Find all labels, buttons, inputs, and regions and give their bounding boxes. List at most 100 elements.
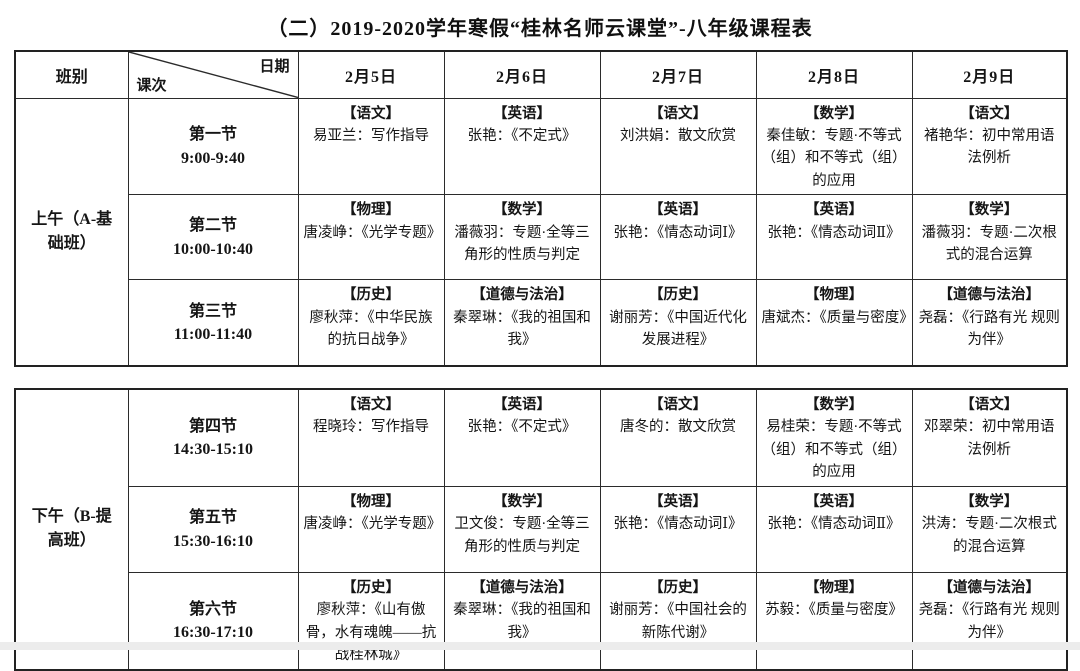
course-subject: 【英语】 [649,202,707,219]
date-header: 2月9日 [911,50,1068,99]
course-subject: 【物理】 [342,202,400,219]
period-time: 15:30-16:10 [173,532,253,550]
course-detail: 张艳：《情态动词Ⅰ》 [613,224,743,241]
course-detail: 程晓玲：写作指导 [313,419,429,436]
course-detail: 唐斌杰：《质量与密度》 [761,309,912,326]
table-row: 下午（B-提高班） 第四节 14:30-15:10 【语文】 程晓玲：写作指导 … [14,388,1068,671]
period-time: 10:00-10:40 [173,240,253,258]
table-row: 第二节 10:00-10:40 【物理】 唐凌峥：《光学专题》 【数学】 潘薇羽… [15,194,1068,281]
period-cell: 第五节 15:30-16:10 [127,485,299,573]
course-cell: 【语文】 褚艳华：初中常用语法例析 [911,97,1068,196]
course-cell: 【英语】 张艳：《情态动词Ⅱ》 [755,485,913,573]
class-column-header: 班别 [14,50,129,99]
date-header: 2月5日 [297,50,445,99]
course-detail: 洪涛：专题·二次根式的混合运算 [921,516,1057,555]
period-name: 第五节 [188,509,237,527]
period-time: 14:30-15:10 [173,441,253,459]
course-subject: 【历史】 [342,287,400,304]
period-cell: 第一节 9:00-9:40 [127,97,299,196]
course-detail: 张艳：《不定式》 [467,419,577,436]
course-subject: 【数学】 [493,493,551,510]
period-name: 第三节 [188,302,237,320]
table-row: 第六节 16:30-17:10 【历史】 廖秋萍：《山有傲骨，水有魂魄——抗战桂… [15,571,1068,671]
page-title: （二）2019-2020学年寒假“桂林名师云课堂”-八年级课程表 [267,18,813,40]
course-subject: 【数学】 [960,202,1019,219]
course-subject: 【道德与法治】 [938,287,1041,304]
table-row: 上午（A-基础班） 第一节 9:00-9:40 【语文】 易亚兰：写作指导 【英… [14,97,1068,367]
date-header: 2月6日 [443,50,601,99]
course-subject: 【英语】 [649,493,707,510]
header-row: 班别 日期 课次 2月5日 2月6日 2月7日 2月8日 2月9日 [14,50,1068,99]
course-detail: 尧磊：《行路有光 规则为伴》 [918,309,1060,349]
course-subject: 【语文】 [960,105,1019,122]
course-subject: 【历史】 [649,579,707,596]
diagonal-line [129,52,298,98]
course-cell: 【物理】 唐凌峥：《光学专题》 [297,194,445,281]
course-subject: 【语文】 [342,396,400,413]
course-cell: 【历史】 谢丽芳：《中国社会的新陈代谢》 [599,571,757,671]
course-subject: 【数学】 [805,396,863,413]
course-subject: 【语文】 [649,105,707,122]
period-cell: 第二节 10:00-10:40 [127,194,299,281]
course-cell: 【数学】 秦佳敏：专题·不等式（组）和不等式（组）的应用 [755,97,913,196]
course-subject: 【历史】 [342,579,400,596]
course-subject: 【英语】 [493,396,551,413]
table-row: 第五节 15:30-16:10 【物理】 唐凌峥：《光学专题》 【数学】 卫文俊… [15,485,1068,573]
course-detail: 褚艳华：初中常用语法例析 [924,127,1055,167]
course-subject: 【道德与法治】 [471,579,573,596]
course-detail: 秦翠琳：《我的祖国和我》 [453,602,591,641]
course-detail: 卫文俊：专题·全等三角形的性质与判定 [454,516,590,555]
course-cell: 【语文】 唐冬的：散文欣赏 [599,388,757,487]
course-cell: 【英语】 张艳：《情态动词Ⅰ》 [599,194,757,281]
course-subject: 【数学】 [960,493,1019,510]
course-cell: 【历史】 廖秋萍：《山有傲骨，水有魂魄——抗战桂林城》 [297,571,445,671]
course-cell: 【语文】 程晓玲：写作指导 [297,388,445,487]
course-cell: 【数学】 潘薇羽：专题·全等三角形的性质与判定 [443,194,601,281]
course-cell: 【语文】 易亚兰：写作指导 [297,97,445,196]
course-cell: 【语文】 刘洪娟：散文欣赏 [599,97,757,196]
course-detail: 秦翠琳：《我的祖国和我》 [453,309,591,349]
period-time: 9:00-9:40 [181,150,245,168]
bottom-margin-strip [0,642,1080,650]
course-cell: 【历史】 廖秋萍：《中华民族的抗日战争》 [297,279,445,367]
diagonal-header-cell: 日期 课次 [127,50,299,99]
course-subject: 【数学】 [805,105,863,122]
course-cell: 【英语】 张艳：《情态动词Ⅱ》 [755,194,913,281]
course-detail: 刘洪娟：散文欣赏 [620,127,736,144]
course-subject: 【英语】 [493,105,551,122]
course-detail: 唐冬的：散文欣赏 [620,419,736,436]
course-detail: 张艳：《不定式》 [467,127,577,144]
course-detail: 张艳：《情态动词Ⅱ》 [767,224,901,241]
course-cell: 【道德与法治】 尧磊：《行路有光 规则为伴》 [911,279,1068,367]
course-detail: 秦佳敏：专题·不等式（组）和不等式（组）的应用 [761,127,907,189]
course-subject: 【历史】 [649,287,707,304]
period-axis-label: 课次 [136,77,167,94]
course-subject: 【语文】 [342,105,400,122]
period-time: 11:00-11:40 [173,326,253,344]
course-cell: 【数学】 易桂荣：专题·不等式（组）和不等式（组）的应用 [755,388,913,487]
course-subject: 【数学】 [493,202,551,219]
course-subject: 【英语】 [805,202,863,219]
course-subject: 【物理】 [805,287,863,304]
course-subject: 【物理】 [805,579,863,596]
course-detail: 易亚兰：写作指导 [313,127,429,144]
period-cell: 第三节 11:00-11:40 [127,279,299,367]
course-subject: 【语文】 [960,396,1019,413]
period-name: 第二节 [188,217,237,235]
course-detail: 苏毅：《质量与密度》 [765,602,903,619]
course-cell: 【语文】 邓翠荣：初中常用语法例析 [911,388,1068,487]
course-cell: 【英语】 张艳：《情态动词Ⅰ》 [599,485,757,573]
period-time: 16:30-17:10 [173,624,253,642]
schedule-table-morning: 班别 日期 课次 2月5日 2月6日 2月7日 2月8日 2月9日 上午（A-基… [14,50,1068,367]
course-detail: 张艳：《情态动词Ⅱ》 [767,516,901,533]
period-name: 第四节 [188,417,237,435]
table-row: 第三节 11:00-11:40 【历史】 廖秋萍：《中华民族的抗日战争》 【道德… [15,279,1068,367]
course-cell: 【物理】 苏毅：《质量与密度》 [755,571,913,671]
course-cell: 【数学】 卫文俊：专题·全等三角形的性质与判定 [443,485,601,573]
course-cell: 【物理】 唐凌峥：《光学专题》 [297,485,445,573]
course-cell: 【道德与法治】 秦翠琳：《我的祖国和我》 [443,279,601,367]
course-detail: 谢丽芳：《中国社会的新陈代谢》 [609,602,747,641]
page: （二）2019-2020学年寒假“桂林名师云课堂”-八年级课程表 班别 日期 课… [0,18,1080,671]
course-detail: 邓翠荣：初中常用语法例析 [924,419,1055,458]
group-cell-afternoon: 下午（B-提高班） [14,388,129,671]
